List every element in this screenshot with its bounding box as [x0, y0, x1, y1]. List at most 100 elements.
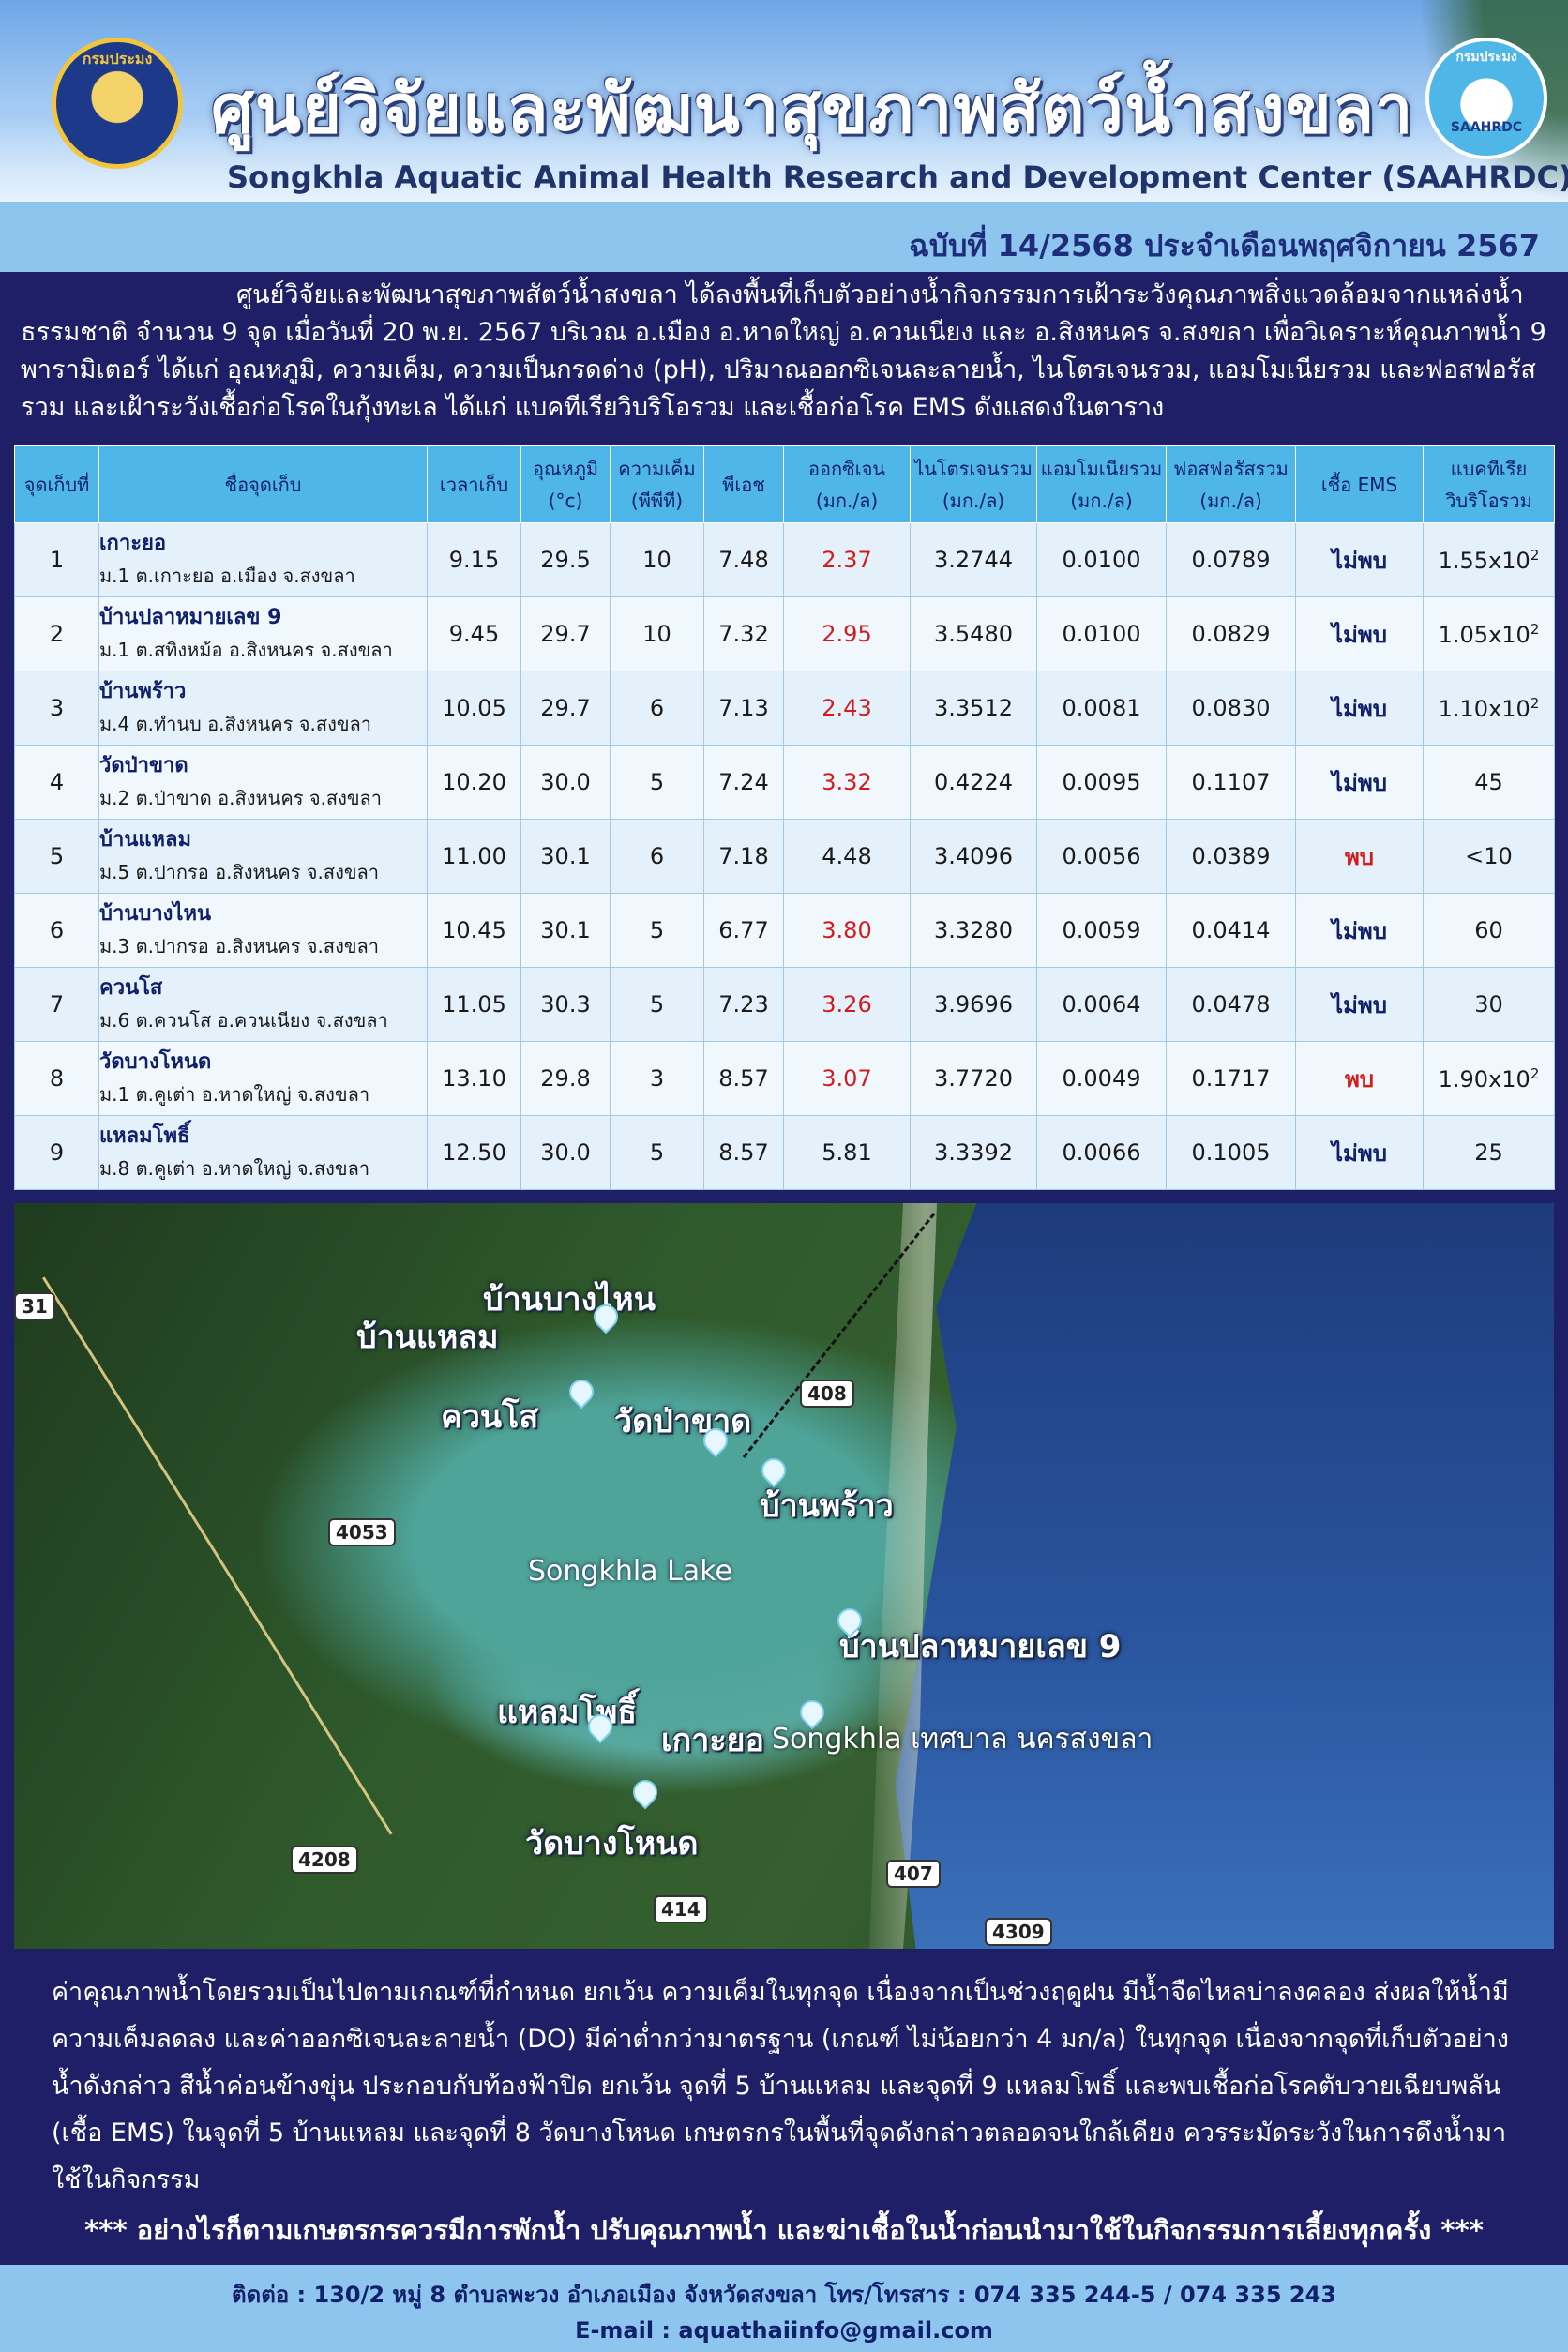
cell-vib: 60: [1423, 893, 1555, 968]
issue-number: ฉบับที่ 14/2568 ประจำเดือนพฤศจิกายน 2567: [909, 228, 1540, 264]
map-label-ko-yo: เกาะยอ: [661, 1722, 764, 1759]
cell-ph: 7.23: [703, 967, 784, 1042]
cell-ta: 0.0100: [1036, 522, 1167, 597]
cell-ph: 7.48: [703, 522, 784, 597]
map-label-songkhla-city: Songkhla เทศบาล นครสงขลา: [772, 1723, 1153, 1756]
vibrio-value: 1.10x10: [1438, 695, 1530, 722]
cell-tn: 3.9696: [910, 967, 1037, 1042]
column-header-label: เชื้อ EMS: [1320, 473, 1398, 496]
station-address: ม.1 ต.เกาะยอ อ.เมือง จ.สงขลา: [99, 565, 355, 587]
cell-ph: 6.77: [703, 893, 784, 968]
cell-temp: 29.8: [520, 1041, 611, 1116]
cell-ems: ไม่พบ: [1295, 745, 1424, 820]
footer-email[interactable]: E-mail : aquathaiinfo@gmail.com: [575, 2317, 993, 2344]
column-header: ไนโตรเจนรวม (มก./ล): [910, 445, 1037, 523]
cell-ems: ไม่พบ: [1295, 1115, 1424, 1190]
road-sign: 408: [800, 1380, 854, 1408]
cell-temp: 30.1: [520, 893, 611, 968]
cell-vib: 1.55x102: [1423, 522, 1555, 597]
cell-sal: 10: [610, 522, 704, 597]
cell-tn: 0.4224: [910, 745, 1037, 820]
cell-no: 1: [14, 522, 99, 597]
cell-vib: 45: [1423, 745, 1555, 820]
cell-tn: 3.4096: [910, 819, 1037, 894]
station-name: เกาะยอ: [99, 532, 167, 555]
cell-tp: 0.1107: [1166, 745, 1296, 820]
logo-left-text: กรมประมง: [82, 50, 153, 68]
vibrio-value: 1.55x10: [1438, 547, 1530, 574]
table-row: 6 บ้านบางไหน ม.3 ต.ปากรอ อ.สิงหนคร จ.สงขลา…: [14, 893, 1555, 968]
table-header: จุดเก็บที่ ชื่อจุดเก็บ เวลาเก็บ อุณหภูมิ (°c…: [14, 445, 1555, 523]
vibrio-exponent: 2: [1530, 694, 1540, 712]
map-label-wat-bang-not: วัดบางโหนด: [525, 1825, 699, 1862]
cell-sal: 5: [610, 745, 704, 820]
column-header: จุดเก็บที่: [14, 445, 99, 523]
cell-temp: 30.0: [520, 745, 611, 820]
vibrio-value: <10: [1465, 843, 1513, 869]
cell-no: 4: [14, 745, 99, 820]
column-header-unit: (มก./ล): [815, 489, 879, 512]
road-sign: 4053: [328, 1518, 396, 1546]
cell-temp: 29.5: [520, 522, 611, 597]
map-pin-icon: [564, 1374, 599, 1410]
map-label-laem-pho: แหลมโพธิ์: [497, 1694, 637, 1731]
table-body: 1 เกาะยอ ม.1 ต.เกาะยอ อ.เมือง จ.สงขลา 9.15 2…: [14, 522, 1555, 1190]
cell-sal: 6: [610, 819, 704, 894]
cell-do: 4.48: [783, 819, 911, 894]
column-header: พีเอช: [703, 445, 784, 523]
cell-tn: 3.7720: [910, 1041, 1037, 1116]
table-header-row: จุดเก็บที่ ชื่อจุดเก็บ เวลาเก็บ อุณหภูมิ (°c…: [14, 445, 1555, 523]
saahrdc-logo: กรมประมง SAAHRDC: [1425, 38, 1547, 159]
column-header-label: แบคทีเรีย: [1450, 457, 1528, 480]
cell-do: 2.37: [783, 522, 911, 597]
table-row: 5 บ้านแหลม ม.5 ต.ปากรอ อ.สิงหนคร จ.สงขลา 11…: [14, 819, 1555, 894]
cell-name: บ้านพร้าว ม.4 ต.ทำนบ อ.สิงหนคร จ.สงขลา: [98, 671, 428, 746]
cell-tp: 0.0829: [1166, 596, 1296, 671]
cell-ta: 0.0100: [1036, 596, 1167, 671]
cell-ta: 0.0064: [1036, 967, 1167, 1042]
cell-ph: 7.24: [703, 745, 784, 820]
map-label-ban-laem: บ้านแหลม: [356, 1319, 499, 1356]
cell-time: 10.45: [427, 893, 521, 968]
cell-ta: 0.0066: [1036, 1115, 1167, 1190]
table-row: 9 แหลมโพธิ์ ม.8 ต.คูเต่า อ.หาดใหญ่ จ.สงขลา…: [14, 1115, 1555, 1190]
column-header: ความเค็ม (พีพีที): [610, 445, 704, 523]
highway-line: [42, 1276, 393, 1835]
station-address: ม.8 ต.คูเต่า อ.หาดใหญ่ จ.สงขลา: [99, 1157, 370, 1180]
issue-strip: ฉบับที่ 14/2568 ประจำเดือนพฤศจิกายน 2567: [0, 202, 1568, 272]
cell-sal: 5: [610, 967, 704, 1042]
cell-ta: 0.0049: [1036, 1041, 1167, 1116]
footer-contact: ติดต่อ : 130/2 หมู่ 8 ตำบลพะวง อำเภอเมือ…: [232, 2282, 1336, 2308]
title-english: Songkhla Aquatic Animal Health Research …: [227, 159, 1568, 195]
cell-time: 13.10: [427, 1041, 521, 1116]
station-address: ม.1 ต.สทิงหม้อ อ.สิงหนคร จ.สงขลา: [99, 639, 393, 661]
cell-ems: ไม่พบ: [1295, 596, 1424, 671]
cell-vib: <10: [1423, 819, 1555, 894]
station-address: ม.3 ต.ปากรอ อ.สิงหนคร จ.สงขลา: [99, 935, 379, 957]
cell-sal: 10: [610, 596, 704, 671]
cell-ems: ไม่พบ: [1295, 967, 1424, 1042]
cell-ems: พบ: [1295, 819, 1424, 894]
station-name: วัดบางโหนด: [99, 1050, 212, 1074]
cell-do: 2.95: [783, 596, 911, 671]
cell-tp: 0.0478: [1166, 967, 1296, 1042]
road-sign: 414: [654, 1895, 708, 1923]
cell-name: บ้านปลาหมายเลข 9 ม.1 ต.สทิงหม้อ อ.สิงหนคร…: [98, 596, 428, 671]
cell-vib: 30: [1423, 967, 1555, 1042]
table-row: 3 บ้านพร้าว ม.4 ต.ทำนบ อ.สิงหนคร จ.สงขลา 10…: [14, 671, 1555, 746]
cell-ta: 0.0095: [1036, 745, 1167, 820]
cell-time: 9.15: [427, 522, 521, 597]
vibrio-exponent: 2: [1530, 546, 1540, 564]
column-header: อุณหภูมิ (°c): [520, 445, 611, 523]
vibrio-value: 1.90x10: [1438, 1065, 1530, 1093]
cell-time: 9.45: [427, 596, 521, 671]
cell-ems: พบ: [1295, 1041, 1424, 1116]
station-name: บ้านพร้าว: [99, 680, 187, 703]
map-label-wat-pa-khat: วัดป่าขาด: [614, 1403, 752, 1440]
vibrio-exponent: 2: [1530, 1064, 1540, 1082]
cell-tn: 3.3512: [910, 671, 1037, 746]
cell-no: 2: [14, 596, 99, 671]
column-header-label: จุดเก็บที่: [23, 473, 90, 496]
vibrio-value: 1.05x10: [1438, 621, 1530, 648]
column-header-label: เวลาเก็บ: [439, 473, 509, 496]
